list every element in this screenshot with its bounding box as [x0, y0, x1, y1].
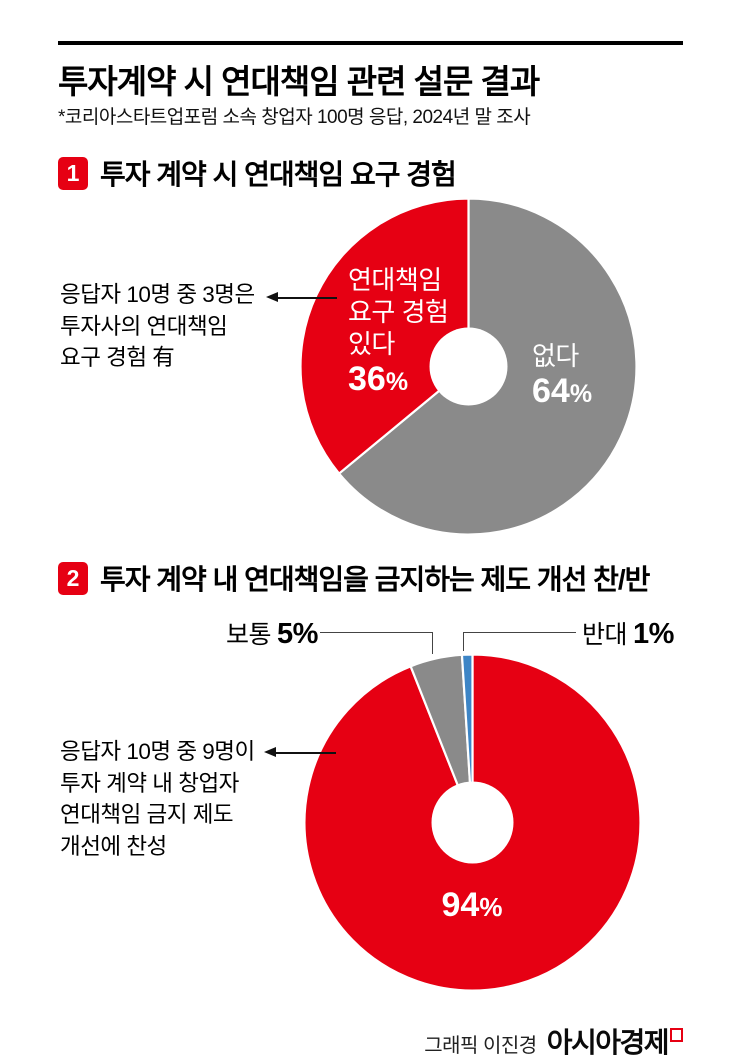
leader-line-neutral [320, 632, 433, 654]
donut-hole [431, 781, 514, 864]
arrowhead-icon [266, 292, 278, 302]
leader-line-oppose [463, 632, 576, 651]
slice-label-experience-no: 없다 64% [532, 340, 592, 413]
section-1-number-badge: 1 [58, 156, 88, 190]
annotation-chart-1: 응답자 10명 중 3명은 투자사의 연대책임 요구 경험 有 [60, 282, 255, 370]
page-subtitle: *코리아스타트업포럼 소속 창업자 100명 응답, 2024년 말 조사 [58, 107, 531, 128]
graphic-credit: 그래픽 이진경 [424, 1035, 537, 1057]
section-2-number-badge: 2 [58, 561, 88, 595]
pie-slice-반대 [460, 653, 474, 824]
page-title: 투자계약 시 연대책임 관련 설문 결과 [58, 63, 540, 100]
top-rule [58, 41, 683, 45]
slice-label-experience-yes: 연대책임 요구 경험 있다 36% [348, 264, 449, 401]
arrowhead-icon [264, 747, 276, 757]
footer-credit-line: 그래픽 이진경 아시아경제 [424, 1021, 683, 1061]
section-1-title: 투자 계약 시 연대책임 요구 경험 [100, 159, 457, 190]
brand-speech-bubble-icon [670, 1028, 683, 1042]
section-2-title: 투자 계약 내 연대책임을 금지하는 제도 개선 찬/반 [100, 564, 650, 595]
slice-pct-experience-yes: 36% [348, 360, 409, 398]
slice-pct-experience-no: 64% [532, 372, 593, 410]
callout-label-neutral: 보통 5% [226, 618, 318, 650]
section-2-header: 2 투자 계약 내 연대책임을 금지하는 제도 개선 찬/반 [58, 558, 650, 598]
annotation-chart-2: 응답자 10명 중 9명이 투자 계약 내 창업자 연대책임 금지 제도 개선에… [60, 739, 255, 859]
left-arrow-icon [264, 747, 336, 759]
slice-pct-agree: 94% [441, 886, 503, 924]
callout-label-oppose: 반대 1% [582, 618, 674, 650]
brand-logo: 아시아경제 [546, 1027, 670, 1058]
section-1-header: 1 투자 계약 시 연대책임 요구 경험 [58, 153, 457, 193]
left-arrow-icon [266, 292, 337, 304]
donut-chart-liability-experience [299, 197, 638, 536]
pie-slice-연대책임 요구 경험 있다 [299, 197, 470, 475]
donut-hole [429, 327, 508, 406]
donut-chart-reform-opinion [303, 653, 642, 992]
